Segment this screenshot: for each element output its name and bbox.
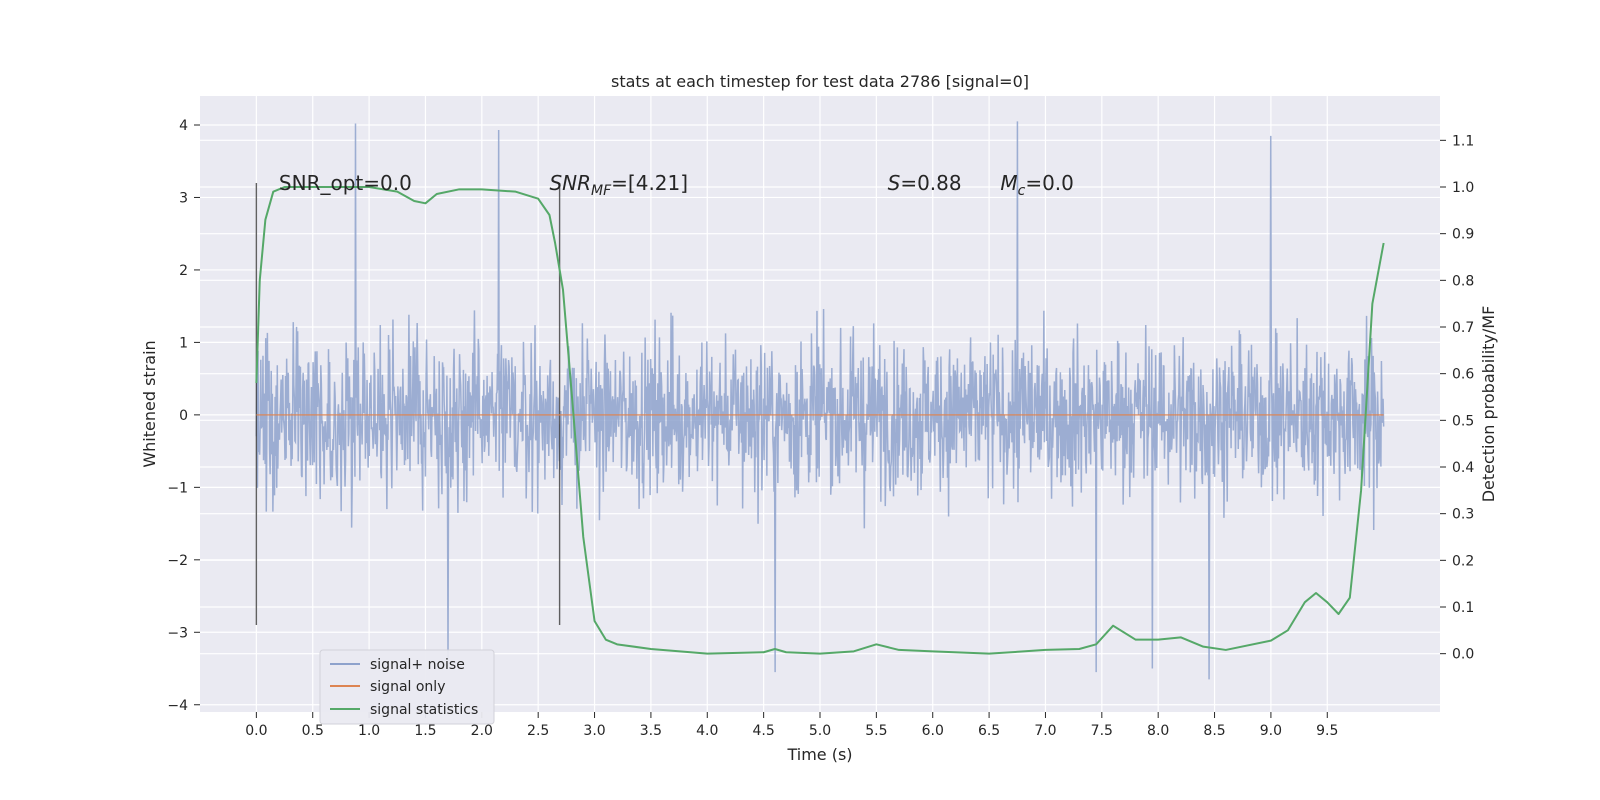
annotation: Mc=0.0 [1000,171,1074,199]
y-tick-label: −2 [167,553,188,569]
x-axis-ticks: 0.0 0.5 1.0 1.5 2.0 2.5 3.0 3.5 4.0 4.5 5.0 5.5 6.0 6… [245,712,1338,739]
legend-box [319,649,495,725]
y-axis-ticks: 4 3 2 1 0 −1 −2 −3 −4 [167,118,200,714]
y-tick-label: 2 [179,263,188,279]
x-axis-label: Time (s) [786,745,852,764]
y2-tick-label: 0.1 [1452,600,1474,616]
y2-tick-label: 0.0 [1452,647,1474,663]
x-tick-label: 9.5 [1316,723,1338,739]
y2-tick-label: 0.4 [1452,460,1474,476]
x-tick-label: 2.5 [527,723,549,739]
y-tick-label: 3 [179,190,188,206]
chart-title: stats at each timestep for test data 278… [611,72,1029,91]
x-tick-label: 5.0 [809,723,831,739]
annotation: S=0.88 [888,171,962,195]
x-tick-label: 4.5 [753,723,775,739]
y2-tick-label: 0.7 [1452,320,1474,336]
y-tick-label: 0 [179,408,188,424]
x-tick-label: 3.0 [583,723,605,739]
noise-trace [255,121,1385,680]
x-tick-label: 7.0 [1034,723,1056,739]
x-tick-label: 8.0 [1147,723,1169,739]
y2-tick-label: 0.8 [1452,273,1474,289]
y2-tick-label: 0.3 [1452,507,1474,523]
y2-tick-label: 0.5 [1452,413,1474,429]
y-axis-label: Whitened strain [140,340,159,467]
y2-tick-label: 0.2 [1452,553,1474,569]
x-tick-label: 9.0 [1260,723,1282,739]
x-tick-label: 2.0 [471,723,493,739]
x-tick-label: 6.5 [978,723,1000,739]
annotation: SNRMF=[4.21] [549,171,688,199]
x-tick-label: 8.5 [1203,723,1225,739]
y-tick-label: −4 [167,698,188,714]
vertical-markers [255,182,561,626]
stats-line [255,186,1385,655]
x-tick-label: 0.0 [245,723,267,739]
y2-tick-label: 1.1 [1452,133,1474,149]
y-tick-label: −1 [167,480,188,496]
annotations: SNR_opt=0.0 SNRMF=[4.21] S=0.88 Mc=0.0 [279,171,1074,199]
legend-label-signal: signal only [370,679,445,695]
y2-tick-label: 0.9 [1452,227,1474,243]
x-tick-label: 1.5 [414,723,436,739]
y2-axis-ticks: 1.1 1.0 0.9 0.8 0.7 0.6 0.5 0.4 0.3 0.2 0.1 0.0 [1440,133,1474,663]
legend-label-noise: signal+ noise [370,657,465,673]
x-tick-label: 7.5 [1091,723,1113,739]
x-tick-label: 3.5 [640,723,662,739]
y2-tick-label: 0.6 [1452,367,1474,383]
signal-statistics-series [255,186,1385,655]
y2-tick-label: 1.0 [1452,180,1474,196]
x-tick-label: 4.0 [696,723,718,739]
y-tick-label: 1 [179,335,188,351]
x-tick-label: 1.0 [358,723,380,739]
legend-label-stats: signal statistics [370,702,478,718]
y-tick-label: 4 [179,118,188,134]
y2-axis-label: Detection probability/MF [1479,306,1498,503]
annotation: SNR_opt=0.0 [279,171,412,195]
x-tick-label: 0.5 [302,723,324,739]
signal-noise-series [255,121,1385,680]
x-tick-label: 6.0 [922,723,944,739]
legend: signal+ noise signal only signal statist… [319,649,495,725]
x-tick-label: 5.5 [865,723,887,739]
y-tick-label: −3 [167,625,188,641]
